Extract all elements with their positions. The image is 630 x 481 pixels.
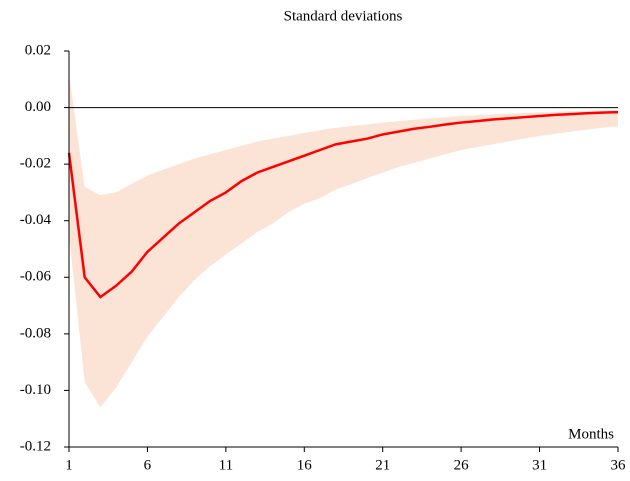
y-tick-label: -0.06 [20, 269, 52, 285]
x-tick-label: 26 [454, 457, 470, 473]
y-tick-label: -0.12 [20, 438, 51, 454]
x-tick-label: 31 [532, 457, 547, 473]
y-tick-label: -0.10 [20, 382, 51, 398]
x-tick-label: 36 [611, 457, 627, 473]
y-tick-label: 0.00 [25, 99, 51, 115]
x-tick-label: 21 [375, 457, 390, 473]
x-tick-label: 16 [297, 457, 313, 473]
x-tick-label: 1 [65, 457, 73, 473]
x-axis-label: Months [568, 426, 614, 442]
y-tick-label: -0.04 [20, 212, 52, 228]
confidence-band [69, 73, 618, 408]
x-tick-label: 6 [144, 457, 152, 473]
y-tick-label: -0.08 [20, 325, 51, 341]
line-series [67, 110, 619, 299]
chart-title: Standard deviations [284, 8, 403, 24]
y-tick-label: -0.02 [20, 156, 51, 172]
x-tick-label: 11 [219, 457, 233, 473]
y-tick-label: 0.02 [25, 42, 51, 58]
